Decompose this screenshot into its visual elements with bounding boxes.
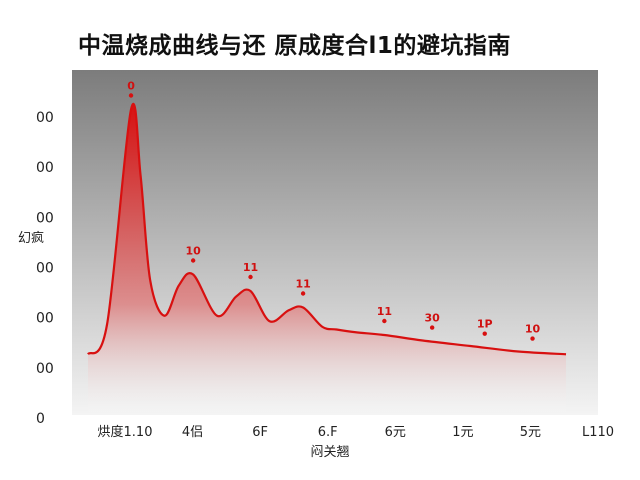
peak-label: 11 <box>295 278 310 291</box>
x-tick-label: 6元 <box>385 425 406 440</box>
y-tick-label: 00 <box>36 160 54 176</box>
peak-marker <box>190 258 196 263</box>
peak-marker <box>248 274 253 280</box>
series-line <box>87 102 567 356</box>
peak-marker <box>128 93 134 98</box>
peak-label: 11 <box>377 305 392 318</box>
y-tick-label: 0 <box>36 411 45 427</box>
peak-marker <box>429 325 435 330</box>
peak-marker <box>300 291 306 296</box>
series-area <box>88 103 566 412</box>
peak-label: 30 <box>425 312 441 325</box>
x-tick-label: 6.F <box>318 425 338 440</box>
peak-label: 11 <box>243 261 258 274</box>
x-tick-label: 6F <box>252 425 268 440</box>
y-tick-label: 00 <box>36 261 54 277</box>
peak-label: 0 <box>127 80 135 93</box>
y-tick-label: 00 <box>36 361 54 377</box>
chart-title: 中温烧成曲线与还 原成度合l1的避坑指南 <box>78 33 511 59</box>
y-axis-label: 幻疯 <box>18 230 44 246</box>
peak-marker <box>530 336 535 341</box>
peak-label: 1P <box>477 318 493 331</box>
x-tick-label: 4侣 <box>182 425 203 440</box>
x-tick-label: 烘度1.10 <box>98 424 153 440</box>
x-tick-label: L110 <box>582 425 614 440</box>
x-axis-label: 闷关翘 <box>310 445 349 460</box>
x-tick-label: 5元 <box>520 425 541 440</box>
peak-marker <box>482 331 487 336</box>
y-tick-label: 00 <box>36 110 54 126</box>
peak-marker <box>382 318 387 324</box>
x-tick-label: 1元 <box>452 425 473 440</box>
peak-label: 10 <box>525 323 541 336</box>
y-tick-label: 00 <box>36 210 54 226</box>
y-tick-label: 00 <box>36 311 54 327</box>
peak-label: 10 <box>186 245 202 258</box>
